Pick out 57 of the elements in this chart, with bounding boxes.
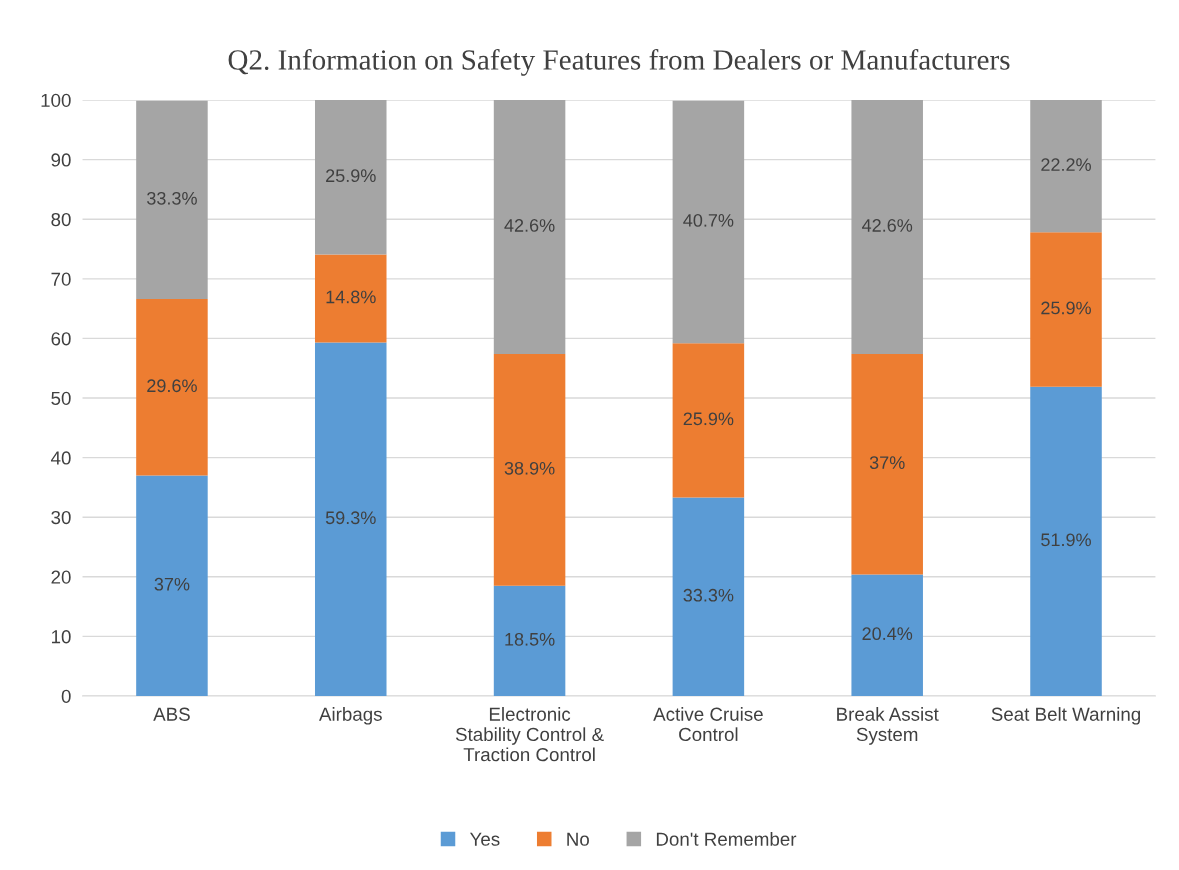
data-label: 37% [869,456,905,470]
bar [493,100,566,354]
data-label: 29.6% [147,379,197,393]
data-label: 14.8% [326,290,376,304]
bar [493,585,566,696]
bar [672,343,745,498]
data-label: 25.9% [683,412,734,426]
y-tick-label: 30 [51,510,71,525]
data-label: 51.9% [1041,533,1091,547]
data-label: 59.3% [325,511,376,525]
legend-label: Don't Remember [656,832,797,846]
data-label: 25.9% [1041,301,1091,315]
bar [493,353,566,586]
y-tick-label: 40 [51,451,71,465]
data-label: 42.6% [862,219,913,232]
data-label: 38.9% [504,461,555,475]
y-tick-label: 0 [61,689,71,703]
x-tick-label: Airbags [319,707,382,725]
bar [136,299,208,476]
data-label: 42.6% [504,219,555,232]
bar [851,100,923,354]
data-label: 20.4% [862,627,913,641]
bar [1030,100,1102,233]
y-tick-label: 60 [51,332,71,346]
bar [1030,386,1102,696]
x-tick-label: Break Assist System [837,707,939,745]
legend-label: No [567,832,589,846]
x-tick-label: Seat Belt Warning [991,707,1141,725]
y-tick-label: 50 [51,391,71,405]
bar [672,100,745,344]
bar [136,475,208,696]
bar [314,100,387,255]
bar [672,497,745,696]
data-label: 33.3% [683,588,734,602]
data-label: 18.5% [505,632,555,646]
data-label: 25.9% [326,169,376,183]
chart-title: Q2. Information on Safety Features from Dealers or Manufacturers [228,48,1010,76]
x-tick-label: Electronic Stability Control & Traction Control [455,707,604,762]
y-tick-label: 90 [51,153,71,167]
bar [314,254,387,343]
legend-label: Yes [469,832,500,846]
y-tick-label: 20 [51,570,71,584]
data-label: 40.7% [683,213,734,227]
x-tick-label: ABS [153,707,190,721]
y-tick-label: 100 [41,93,71,108]
bar [1030,232,1102,387]
x-tick-label: Active Cruise Control [653,707,763,742]
data-label: 33.3% [147,191,197,205]
bar [851,353,923,575]
data-label: 37% [154,577,190,591]
y-tick-label: 70 [51,272,71,286]
bar [314,342,387,696]
data-label: 22.2% [1041,158,1091,171]
bar [851,574,923,696]
y-tick-label: 80 [51,212,71,227]
y-tick-label: 10 [52,630,71,644]
bar [136,100,208,300]
